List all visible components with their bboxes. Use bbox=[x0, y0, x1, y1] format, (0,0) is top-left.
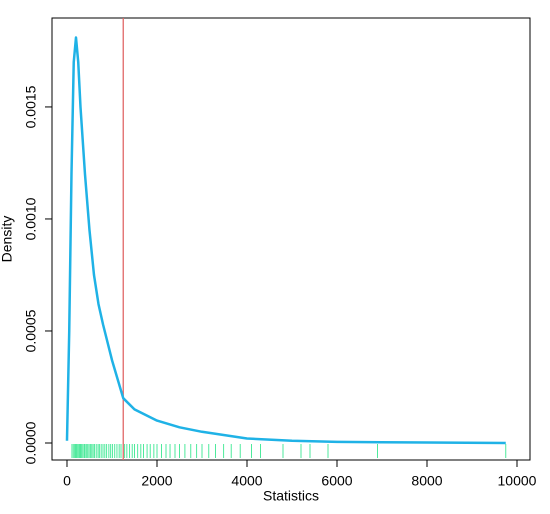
y-axis-label: Density bbox=[0, 216, 15, 263]
x-tick-label: 4000 bbox=[231, 473, 262, 489]
y-tick-label: 0.0005 bbox=[23, 309, 39, 352]
x-tick-label: 0 bbox=[63, 473, 71, 489]
y-tick-label: 0.0015 bbox=[23, 85, 39, 128]
density-curve bbox=[65, 36, 506, 445]
x-tick-label: 6000 bbox=[321, 473, 352, 489]
x-tick-label: 8000 bbox=[411, 473, 442, 489]
x-tick-label: 2000 bbox=[141, 473, 172, 489]
x-axis-label: Statistics bbox=[263, 488, 319, 504]
y-tick-label: 0.0000 bbox=[23, 421, 39, 464]
y-tick-label: 0.0010 bbox=[23, 197, 39, 240]
x-tick-label: 10000 bbox=[498, 473, 537, 489]
